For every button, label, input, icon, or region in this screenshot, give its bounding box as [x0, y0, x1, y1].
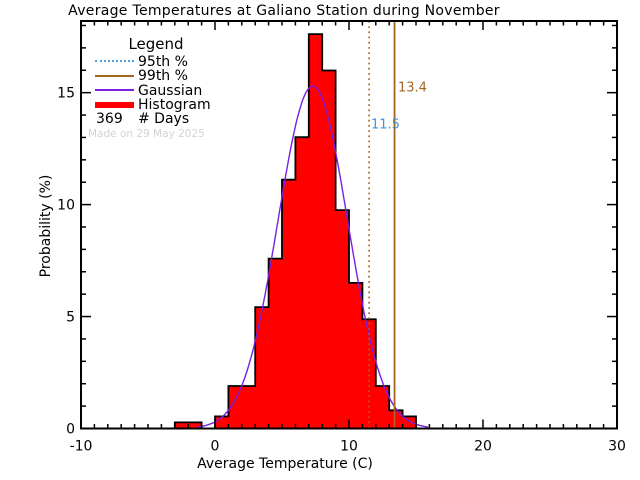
- legend-histogram-bar-sample: [95, 101, 134, 108]
- x-tick-label: -10: [70, 439, 93, 455]
- x-axis-label: Average Temperature (C): [197, 456, 373, 472]
- legend-item-histogram-label: Histogram: [138, 96, 211, 113]
- gaussian-curve: [197, 85, 429, 428]
- histogram-bars: [173, 33, 417, 430]
- x-tick-label: 0: [211, 439, 220, 455]
- p95-value-label: 11.5: [371, 117, 400, 133]
- legend-95th-line-sample: [95, 60, 134, 62]
- y-tick-label: 5: [66, 310, 75, 326]
- legend-title: Legend: [128, 35, 184, 53]
- legend-item-95th-label: 95th %: [138, 54, 188, 70]
- legend-item-gaussian-label: Gaussian: [138, 82, 203, 99]
- chart-title: Average Temperatures at Galiano Station …: [68, 3, 500, 19]
- legend-99th-line-sample: [95, 75, 134, 77]
- y-axis-label: Probability (%): [38, 174, 54, 278]
- made-on-stamp: Made on 29 May 2025: [88, 128, 205, 140]
- x-tick-label: 20: [474, 439, 492, 455]
- p99-value-label: 13.4: [398, 80, 427, 96]
- legend-days-label: # Days: [138, 111, 190, 127]
- x-tick-label: 10: [340, 439, 358, 455]
- legend-days-count: 369: [96, 111, 123, 127]
- legend-gaussian-line-sample: [95, 89, 134, 91]
- y-tick-label: 0: [66, 422, 75, 438]
- x-tick-label: 30: [608, 439, 626, 455]
- legend-item-99th-label: 99th %: [138, 68, 188, 85]
- y-tick-label: 10: [57, 198, 75, 214]
- y-tick-label: 15: [57, 86, 75, 102]
